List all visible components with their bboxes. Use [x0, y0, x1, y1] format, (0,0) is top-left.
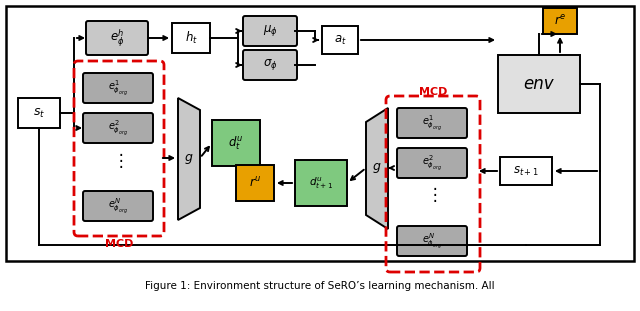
- Bar: [322, 26, 358, 54]
- Text: MCD: MCD: [105, 239, 133, 249]
- Text: $h_t$: $h_t$: [184, 30, 198, 46]
- Text: MCD: MCD: [419, 87, 447, 97]
- Text: $g$: $g$: [372, 161, 381, 175]
- Text: $r^e$: $r^e$: [554, 14, 566, 28]
- Text: $r^u$: $r^u$: [249, 176, 261, 190]
- Text: $d_t^u$: $d_t^u$: [228, 134, 244, 152]
- Text: $e_{\phi_{org}}^{N}$: $e_{\phi_{org}}^{N}$: [422, 231, 442, 251]
- Text: $e_{\phi_{org}}^{1}$: $e_{\phi_{org}}^{1}$: [422, 114, 442, 132]
- Text: $d_{t+1}^u$: $d_{t+1}^u$: [309, 175, 333, 191]
- Bar: [172, 23, 210, 53]
- Text: $s_{t+1}$: $s_{t+1}$: [513, 165, 539, 178]
- Text: env: env: [524, 75, 554, 93]
- Polygon shape: [366, 108, 388, 229]
- FancyBboxPatch shape: [397, 226, 467, 256]
- Bar: [18, 98, 60, 128]
- Text: $\vdots$: $\vdots$: [113, 151, 124, 169]
- FancyBboxPatch shape: [83, 73, 153, 103]
- Text: $\sigma_\phi$: $\sigma_\phi$: [262, 58, 277, 72]
- Bar: [500, 157, 552, 185]
- FancyBboxPatch shape: [83, 113, 153, 143]
- Bar: [212, 120, 260, 166]
- Bar: [236, 165, 274, 201]
- FancyBboxPatch shape: [83, 191, 153, 221]
- Bar: [498, 55, 580, 113]
- FancyBboxPatch shape: [243, 50, 297, 80]
- Text: $e_{\phi_{org}}^{2}$: $e_{\phi_{org}}^{2}$: [108, 118, 128, 137]
- Text: $e_{\phi_{org}}^{1}$: $e_{\phi_{org}}^{1}$: [108, 78, 128, 98]
- Text: $s_t$: $s_t$: [33, 106, 45, 119]
- Polygon shape: [178, 98, 200, 220]
- FancyBboxPatch shape: [243, 16, 297, 46]
- Text: $a_t$: $a_t$: [333, 34, 346, 47]
- Text: $g$: $g$: [184, 152, 194, 166]
- Bar: [543, 8, 577, 34]
- Bar: [6, 6, 634, 261]
- FancyBboxPatch shape: [397, 148, 467, 178]
- Text: $e_\phi^h$: $e_\phi^h$: [110, 27, 124, 49]
- Text: $e_{\phi_{org}}^{2}$: $e_{\phi_{org}}^{2}$: [422, 153, 442, 173]
- Text: $e_{\phi_{org}}^{N}$: $e_{\phi_{org}}^{N}$: [108, 197, 128, 216]
- Text: Figure 1: Environment structure of SeRO’s learning mechanism. All: Figure 1: Environment structure of SeRO’…: [145, 281, 495, 291]
- Text: $\mu_\phi$: $\mu_\phi$: [262, 24, 277, 39]
- Text: $\vdots$: $\vdots$: [426, 185, 438, 205]
- Bar: [295, 160, 347, 206]
- FancyBboxPatch shape: [86, 21, 148, 55]
- FancyBboxPatch shape: [397, 108, 467, 138]
